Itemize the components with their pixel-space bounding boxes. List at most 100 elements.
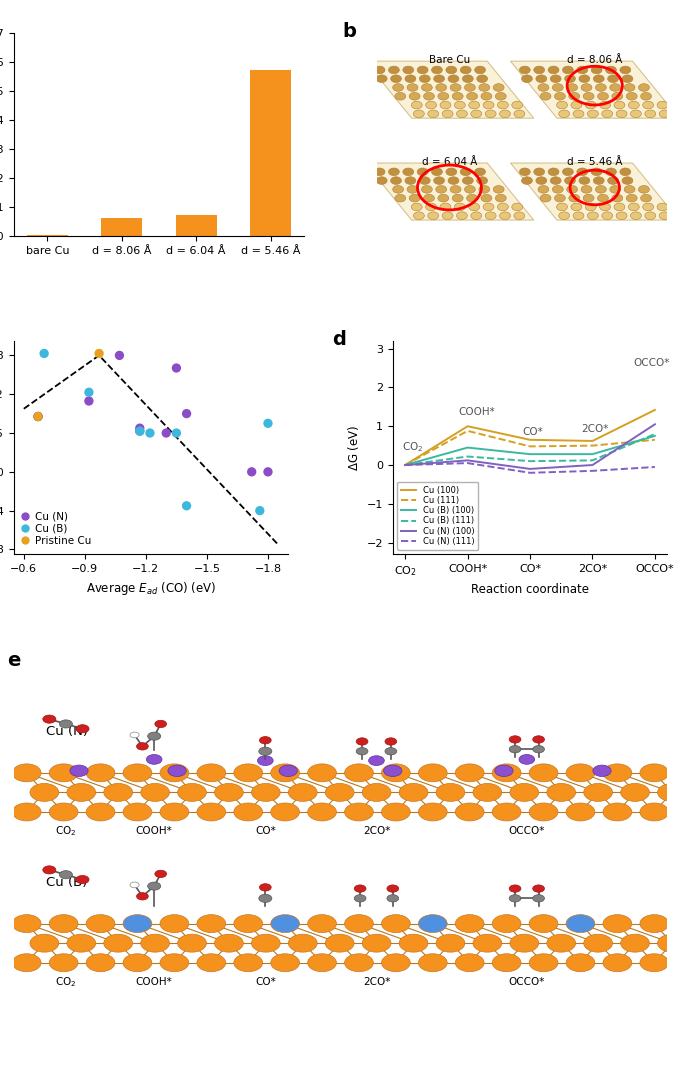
Circle shape [434, 75, 445, 83]
Circle shape [577, 168, 588, 175]
Circle shape [418, 764, 447, 782]
Text: OCCO*: OCCO* [633, 358, 669, 368]
Circle shape [605, 66, 616, 74]
Circle shape [538, 84, 549, 91]
Circle shape [645, 110, 656, 118]
Point [39, 345, 50, 362]
Circle shape [497, 101, 508, 109]
Circle shape [123, 954, 152, 972]
Circle shape [657, 101, 668, 109]
Cu (B) (100) [588, 447, 597, 460]
Circle shape [381, 803, 410, 821]
Circle shape [456, 915, 484, 932]
Circle shape [529, 954, 558, 972]
Circle shape [326, 783, 354, 802]
Point [84, 384, 95, 401]
Circle shape [234, 803, 263, 821]
Circle shape [597, 195, 608, 202]
Circle shape [257, 756, 273, 766]
Text: 2CO*: 2CO* [363, 977, 390, 987]
Circle shape [399, 783, 428, 802]
Circle shape [197, 954, 225, 972]
Circle shape [160, 803, 189, 821]
Circle shape [141, 783, 170, 802]
Circle shape [514, 212, 525, 220]
Circle shape [609, 186, 620, 194]
Circle shape [155, 870, 167, 878]
Cu (111) [401, 458, 409, 471]
Cu (111) [588, 440, 597, 453]
Circle shape [395, 195, 406, 202]
Circle shape [356, 747, 368, 755]
Circle shape [548, 168, 559, 175]
Cu (N) (100) [464, 454, 472, 467]
Circle shape [481, 92, 492, 100]
Circle shape [641, 195, 652, 202]
Circle shape [160, 954, 189, 972]
Circle shape [584, 935, 612, 952]
Circle shape [620, 168, 631, 175]
Circle shape [426, 101, 437, 109]
Circle shape [446, 168, 457, 175]
Circle shape [354, 885, 366, 892]
Circle shape [432, 66, 443, 74]
Point [134, 420, 145, 437]
Circle shape [603, 915, 632, 932]
Cu (100) [588, 434, 597, 447]
Circle shape [178, 783, 206, 802]
Circle shape [409, 195, 420, 202]
Cu (N) (111) [588, 465, 597, 478]
Circle shape [381, 954, 410, 972]
Text: CO*: CO* [522, 426, 543, 436]
Circle shape [573, 110, 584, 118]
Circle shape [571, 203, 582, 211]
Circle shape [67, 783, 95, 802]
Circle shape [659, 212, 670, 220]
Circle shape [251, 783, 281, 802]
Circle shape [595, 84, 606, 91]
Circle shape [538, 186, 549, 194]
Circle shape [362, 783, 391, 802]
Circle shape [12, 915, 41, 932]
X-axis label: Reaction coordinate: Reaction coordinate [471, 583, 589, 596]
Circle shape [631, 110, 642, 118]
Text: e: e [7, 651, 20, 669]
Cu (N) (100) [401, 458, 409, 471]
Circle shape [422, 84, 432, 91]
Circle shape [603, 954, 632, 972]
Circle shape [440, 203, 451, 211]
Text: 2CO*: 2CO* [581, 424, 609, 434]
Circle shape [529, 803, 558, 821]
Circle shape [215, 783, 243, 802]
Circle shape [454, 203, 465, 211]
Circle shape [168, 765, 186, 777]
Circle shape [454, 101, 465, 109]
Cu (N) (100) [588, 458, 597, 471]
Circle shape [639, 186, 650, 194]
X-axis label: Average $E_{ad}$ (CO) (eV): Average $E_{ad}$ (CO) (eV) [86, 580, 216, 596]
Circle shape [271, 954, 300, 972]
Circle shape [436, 186, 447, 194]
Circle shape [456, 954, 484, 972]
Circle shape [495, 92, 506, 100]
Circle shape [450, 84, 461, 91]
Circle shape [438, 195, 449, 202]
Circle shape [640, 915, 669, 932]
Circle shape [563, 168, 573, 175]
Circle shape [624, 84, 635, 91]
Circle shape [436, 84, 447, 91]
Circle shape [492, 764, 521, 782]
Legend: Cu (100), Cu (111), Cu (B) (100), Cu (B) (111), Cu (N) (100), Cu (N) (111): Cu (100), Cu (111), Cu (B) (100), Cu (B)… [397, 482, 479, 551]
Circle shape [30, 935, 59, 952]
Line: Cu (100): Cu (100) [405, 410, 655, 465]
Circle shape [456, 212, 467, 220]
Circle shape [603, 803, 632, 821]
Circle shape [385, 738, 397, 745]
Circle shape [612, 195, 623, 202]
Point [181, 405, 192, 422]
Text: CO$_2$: CO$_2$ [55, 975, 76, 989]
Cu (100) [651, 404, 659, 417]
Circle shape [566, 915, 595, 932]
Text: CO*: CO* [255, 977, 276, 987]
Circle shape [520, 66, 530, 74]
